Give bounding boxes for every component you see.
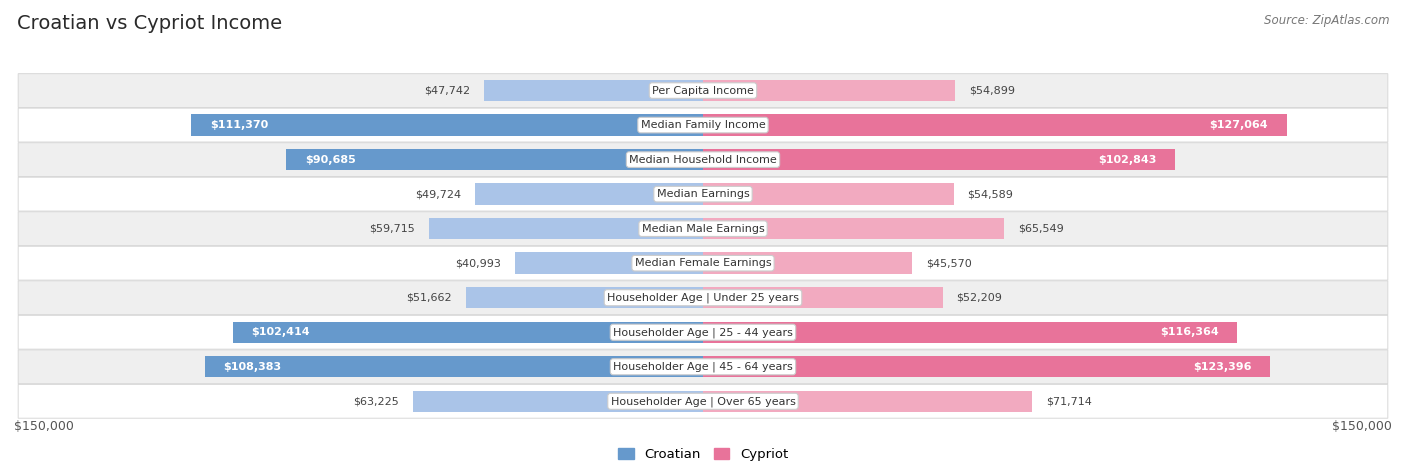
FancyBboxPatch shape — [18, 143, 1388, 177]
Bar — [191, 114, 703, 136]
Text: Median Female Earnings: Median Female Earnings — [634, 258, 772, 268]
Bar — [703, 218, 1004, 240]
Text: $123,396: $123,396 — [1192, 362, 1251, 372]
FancyBboxPatch shape — [18, 315, 1388, 349]
FancyBboxPatch shape — [18, 177, 1388, 211]
Text: $52,209: $52,209 — [956, 293, 1002, 303]
Legend: Croatian, Cypriot: Croatian, Cypriot — [617, 448, 789, 461]
Text: Householder Age | Over 65 years: Householder Age | Over 65 years — [610, 396, 796, 407]
Text: Householder Age | 45 - 64 years: Householder Age | 45 - 64 years — [613, 361, 793, 372]
Text: $90,685: $90,685 — [305, 155, 356, 165]
FancyBboxPatch shape — [18, 350, 1388, 384]
FancyBboxPatch shape — [18, 108, 1388, 142]
Bar — [475, 184, 703, 205]
Bar — [232, 322, 703, 343]
Text: Median Family Income: Median Family Income — [641, 120, 765, 130]
Bar — [703, 287, 943, 308]
Text: $111,370: $111,370 — [209, 120, 269, 130]
FancyBboxPatch shape — [18, 74, 1388, 107]
Text: $40,993: $40,993 — [456, 258, 501, 268]
Text: $150,000: $150,000 — [1331, 420, 1392, 433]
Text: $59,715: $59,715 — [370, 224, 415, 234]
Text: Median Male Earnings: Median Male Earnings — [641, 224, 765, 234]
Text: $150,000: $150,000 — [14, 420, 75, 433]
Text: $47,742: $47,742 — [423, 85, 470, 96]
Bar — [484, 80, 703, 101]
Text: $45,570: $45,570 — [927, 258, 972, 268]
Text: Median Household Income: Median Household Income — [628, 155, 778, 165]
Text: Householder Age | 25 - 44 years: Householder Age | 25 - 44 years — [613, 327, 793, 338]
Bar — [429, 218, 703, 240]
Text: $54,899: $54,899 — [969, 85, 1015, 96]
Bar — [287, 149, 703, 170]
Text: $49,724: $49,724 — [415, 189, 461, 199]
Text: $102,414: $102,414 — [252, 327, 309, 337]
Bar — [703, 184, 953, 205]
Bar — [465, 287, 703, 308]
Text: $51,662: $51,662 — [406, 293, 451, 303]
Bar — [703, 322, 1237, 343]
Bar — [515, 253, 703, 274]
Text: $71,714: $71,714 — [1046, 396, 1092, 406]
Text: Croatian vs Cypriot Income: Croatian vs Cypriot Income — [17, 14, 283, 33]
Bar — [703, 390, 1032, 412]
Text: $102,843: $102,843 — [1098, 155, 1157, 165]
Text: $108,383: $108,383 — [224, 362, 281, 372]
Bar — [703, 149, 1175, 170]
Text: $127,064: $127,064 — [1209, 120, 1268, 130]
Text: $63,225: $63,225 — [353, 396, 399, 406]
Text: $54,589: $54,589 — [967, 189, 1014, 199]
Bar — [703, 80, 955, 101]
Text: Per Capita Income: Per Capita Income — [652, 85, 754, 96]
Bar — [703, 114, 1286, 136]
Text: $65,549: $65,549 — [1018, 224, 1063, 234]
Text: $116,364: $116,364 — [1160, 327, 1219, 337]
Bar — [703, 253, 912, 274]
FancyBboxPatch shape — [18, 281, 1388, 315]
FancyBboxPatch shape — [18, 212, 1388, 246]
FancyBboxPatch shape — [18, 384, 1388, 418]
Bar — [703, 356, 1270, 377]
Bar — [205, 356, 703, 377]
Bar — [412, 390, 703, 412]
Text: Householder Age | Under 25 years: Householder Age | Under 25 years — [607, 292, 799, 303]
Text: Median Earnings: Median Earnings — [657, 189, 749, 199]
Text: Source: ZipAtlas.com: Source: ZipAtlas.com — [1264, 14, 1389, 27]
FancyBboxPatch shape — [18, 246, 1388, 280]
